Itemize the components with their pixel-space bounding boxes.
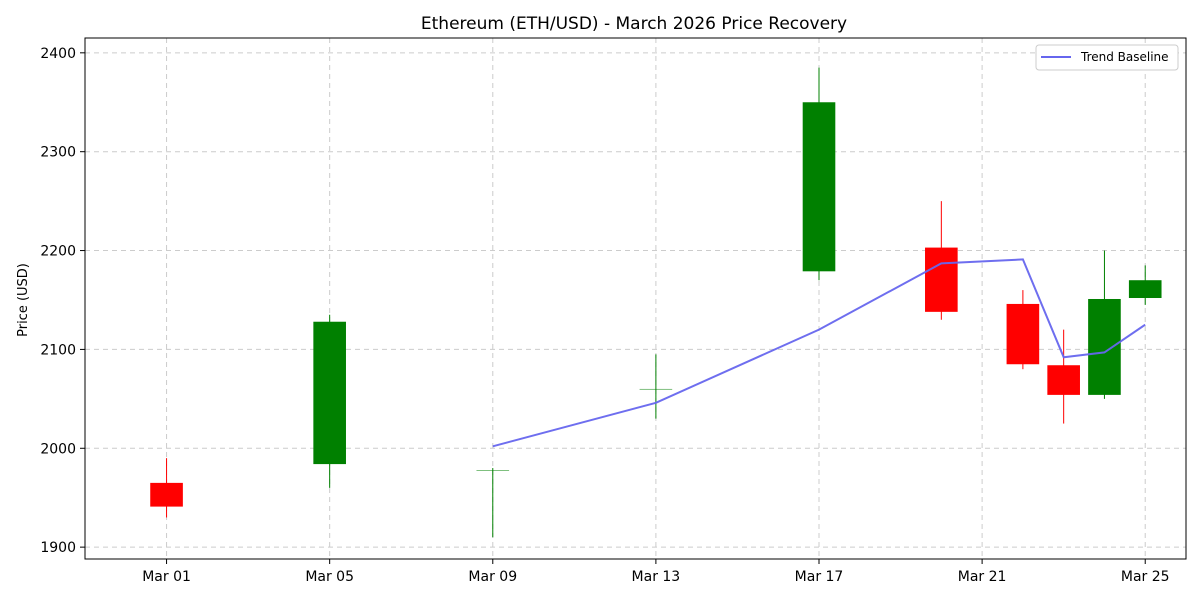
y-axis-ticks: 1900 2000 2100 2200 2300 2400 bbox=[40, 46, 85, 556]
x-tick-label: Mar 09 bbox=[468, 569, 517, 585]
candle-body bbox=[313, 321, 346, 465]
y-tick-label: 2400 bbox=[40, 46, 76, 62]
x-tick-label: Mar 01 bbox=[142, 569, 191, 585]
legend: Trend Baseline bbox=[1035, 44, 1179, 71]
y-tick-label: 2000 bbox=[40, 441, 76, 457]
y-tick-label: 2100 bbox=[40, 342, 76, 358]
candle bbox=[925, 201, 958, 320]
candle bbox=[1047, 329, 1080, 424]
candle-body bbox=[476, 470, 510, 471]
x-tick-label: Mar 21 bbox=[958, 569, 1007, 585]
y-tick-label: 1900 bbox=[40, 540, 76, 556]
candle-body bbox=[1128, 280, 1162, 299]
candle bbox=[639, 354, 673, 419]
candle-body bbox=[802, 102, 836, 272]
candle-body bbox=[1047, 365, 1080, 395]
plot-frame bbox=[84, 37, 1187, 560]
candle bbox=[1088, 250, 1121, 399]
legend-box bbox=[1035, 44, 1179, 71]
candle bbox=[476, 468, 510, 538]
candle bbox=[1006, 290, 1040, 370]
x-tick-label: Mar 13 bbox=[632, 569, 681, 585]
y-tick-label: 2300 bbox=[40, 145, 76, 161]
x-tick-label: Mar 25 bbox=[1121, 569, 1170, 585]
y-tick-label: 2200 bbox=[40, 244, 76, 260]
trend-lines bbox=[492, 258, 1146, 448]
candle-body bbox=[639, 388, 673, 390]
x-axis-ticks: Mar 01 Mar 05 Mar 09 Mar 13 Mar 17 Mar 21 Mar … bbox=[142, 559, 1170, 585]
candle bbox=[313, 314, 346, 488]
grid-lines bbox=[85, 38, 1186, 559]
candle-body bbox=[1088, 298, 1121, 395]
x-tick-label: Mar 17 bbox=[795, 569, 844, 585]
candle-body bbox=[1006, 303, 1040, 365]
candle bbox=[802, 67, 836, 281]
candle-body bbox=[150, 482, 183, 507]
candle bbox=[1128, 265, 1162, 305]
candlesticks bbox=[150, 67, 1162, 538]
candle-body bbox=[925, 247, 958, 312]
candle bbox=[150, 458, 183, 518]
legend-label: Trend Baseline bbox=[1080, 50, 1169, 64]
trend-baseline-line bbox=[492, 258, 1146, 448]
chart-title: Ethereum (ETH/USD) - March 2026 Price Re… bbox=[421, 14, 847, 34]
y-axis-label: Price (USD) bbox=[16, 263, 31, 337]
x-tick-label: Mar 05 bbox=[305, 569, 354, 585]
